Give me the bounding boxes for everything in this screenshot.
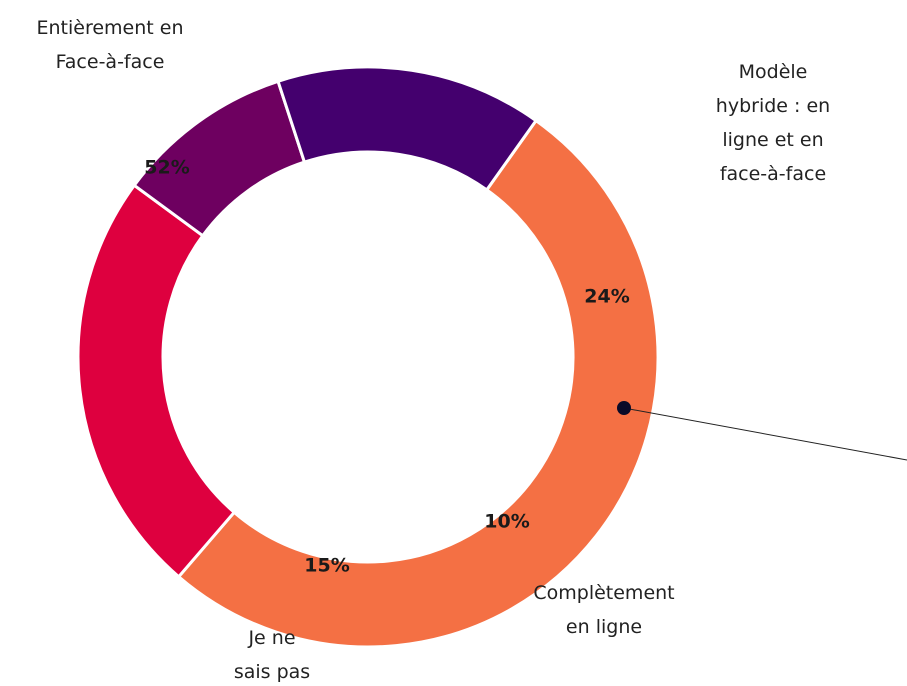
category-label: Entièrement en Face-à-face: [36, 17, 184, 73]
category-label: Je ne sais pas: [233, 627, 311, 683]
category-label: Modèle hybride : en ligne et en face-à-f…: [715, 61, 831, 185]
annotation-line: [623, 407, 907, 461]
value-label: 10%: [484, 511, 529, 533]
value-label: 15%: [304, 555, 349, 577]
annotation-dot: [617, 401, 631, 415]
slice: [176, 118, 660, 649]
slice: [276, 65, 539, 192]
slice: [76, 183, 237, 579]
value-label: 52%: [144, 157, 189, 179]
category-label: Complètement en ligne: [533, 582, 675, 638]
value-label: 24%: [584, 286, 629, 308]
slices: [76, 65, 660, 649]
